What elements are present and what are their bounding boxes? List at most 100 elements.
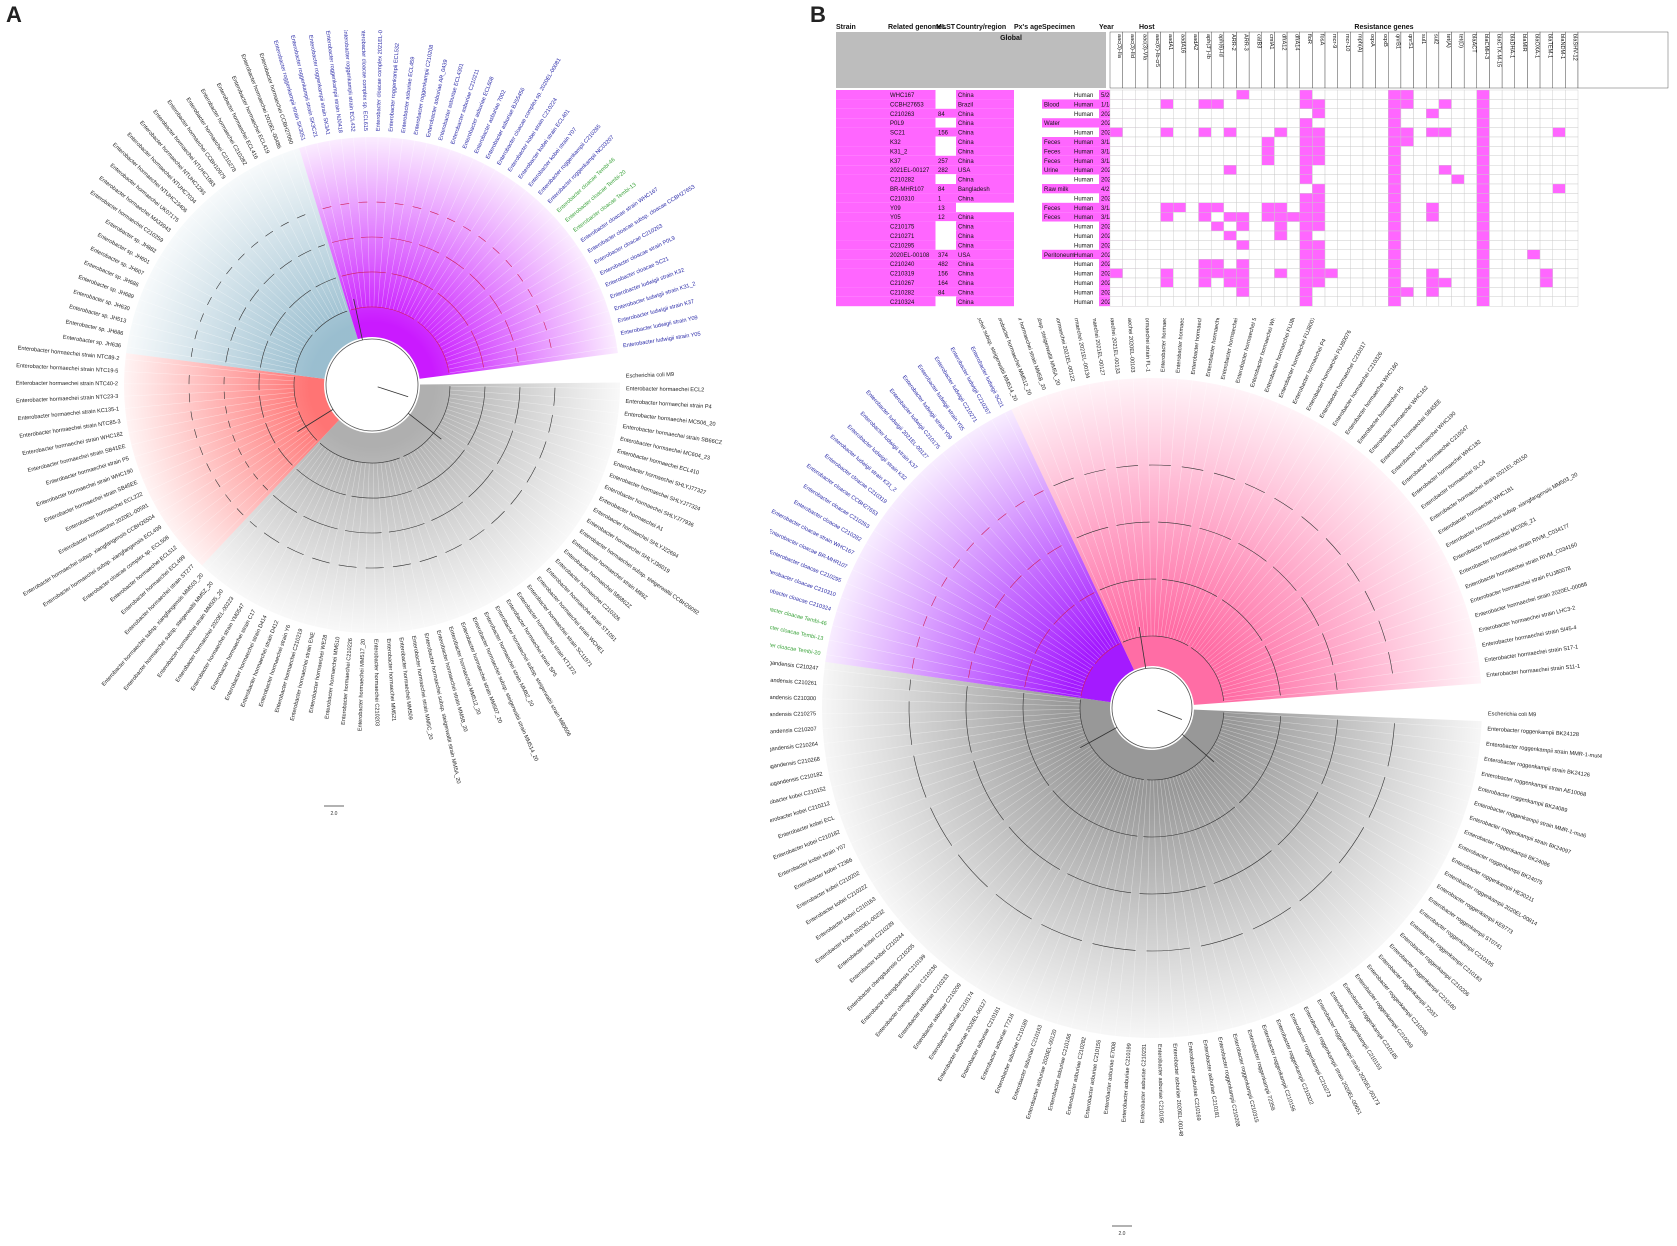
gene-absent-cell [1147,240,1161,250]
host-label: Human [1074,149,1093,155]
leaf-line [290,458,347,620]
gene-absent-cell [1489,99,1503,110]
host-label: Human [1074,178,1093,184]
gene-present-cell [1160,268,1174,279]
gene-absent-cell [1135,155,1149,166]
leaf-line [1198,457,1367,654]
specimen-label: Water [1044,121,1060,127]
leaf-line [445,299,605,359]
gene-absent-cell [1274,240,1288,250]
gene-absent-cell [1135,164,1149,175]
leaf-line [435,429,576,528]
gene-present-cell [1261,211,1275,222]
gene-absent-cell [1539,146,1553,156]
branch-arc [539,441,547,459]
leaf-line [832,625,1083,691]
specimen-cell [1042,184,1099,194]
gene-absent-cell [1527,117,1541,128]
gene-present-cell [1299,258,1313,269]
gene-absent-cell [1350,164,1364,175]
gene-absent-cell [1539,193,1553,203]
gene-absent-cell [1362,240,1376,250]
leaf-line [942,452,1107,653]
leaf-line [227,183,327,322]
leaf-line [1045,395,1130,640]
leaf-line [824,669,1081,700]
gene-absent-cell [1299,108,1313,119]
leaf-line [1028,774,1126,1015]
gene-absent-cell [1286,258,1300,269]
gene-present-cell [1426,211,1440,222]
gene-absent-cell [1565,211,1579,222]
leaf-line [417,183,517,322]
gene-present-cell [1476,277,1490,288]
gene-absent-cell [1413,268,1427,279]
gene-absent-cell [1147,136,1161,147]
branch-arc [225,406,228,414]
related-cell [888,249,936,260]
leaf-line [1211,523,1426,668]
gene-present-cell [1476,221,1490,232]
gene-absent-cell [1173,240,1187,250]
gene-absent-cell [1185,108,1199,119]
leaf-line [1014,773,1123,1009]
country-label: China [958,178,974,184]
leaf-line [237,176,330,320]
branch-arc [1099,578,1157,591]
specimen-label: Feces [1044,215,1060,221]
leaf-line [1201,467,1378,656]
gene-absent-cell [1236,230,1250,241]
branch-arc [388,523,425,533]
gene-present-cell [1388,277,1402,288]
gene-absent-cell [1539,249,1553,260]
gene-present-cell [1527,249,1541,260]
gene-label: blaSHV-12 [1572,34,1578,61]
gene-absent-cell [1489,287,1503,297]
branch-arc [1158,521,1192,527]
gene-absent-cell [1173,249,1187,260]
resistance-table: Strain Related genomes MLST Country/region P… [782,18,1672,314]
gene-absent-cell [1463,89,1478,100]
gene-absent-cell [1324,193,1338,203]
gene-absent-cell [1350,127,1364,138]
related-genome-label: C210267 [890,281,915,287]
gene-absent-cell [1223,117,1237,128]
related-cell [888,212,936,222]
root-branch [408,413,442,440]
leaf-line [431,435,561,547]
gene-absent-cell [1527,155,1541,166]
leaf-line [446,408,609,462]
gene-absent-cell [1198,117,1212,128]
gene-absent-cell [1438,296,1452,307]
gene-absent-cell [1160,108,1174,119]
gene-absent-cell [1236,127,1250,138]
leaf-line [326,461,358,629]
gene-absent-cell [1324,296,1338,307]
branch-arc [249,289,260,302]
leaf-line [363,462,370,633]
related-cell [888,165,936,175]
gene-label: fosA [1319,34,1325,45]
specimen-cell [1042,212,1099,222]
gene-absent-cell [1552,99,1566,110]
branch-arc [1053,604,1075,625]
gene-absent-cell [1501,211,1515,222]
leaf-line [1154,378,1163,637]
leaf-line [403,158,474,314]
mlst-cell [936,202,956,213]
gene-absent-cell [1489,155,1503,166]
gene-absent-cell [1135,240,1149,250]
gene-absent-cell [1350,183,1364,194]
branch-arc [206,463,211,472]
mlst-cell [935,117,957,129]
leaf-line [159,425,306,514]
gene-absent-cell [1122,193,1136,203]
country-cell [956,296,1014,307]
branch-arc [199,446,204,456]
leaf-line [125,392,295,409]
host-label: Human [1074,206,1093,212]
branch-arc [968,661,973,678]
gene-absent-cell [1122,211,1136,222]
gene-absent-cell [1438,136,1452,147]
